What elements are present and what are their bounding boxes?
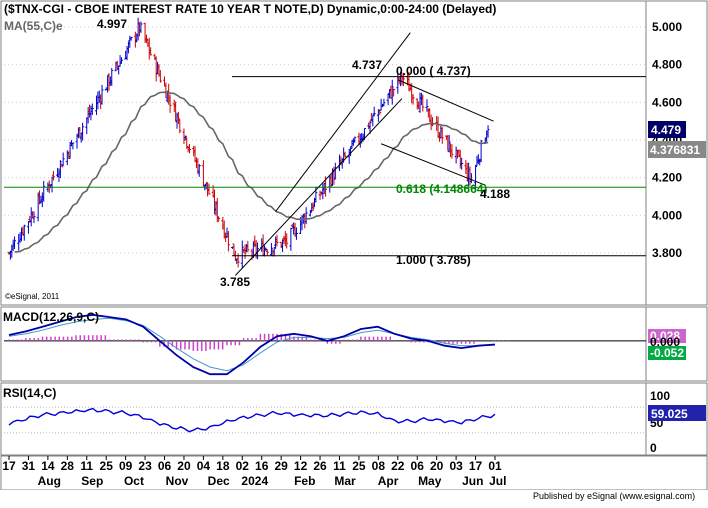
price-tick-label: 4.200 [652,171,682,185]
month-label: Aug [38,474,61,488]
month-label: Sep [81,474,103,488]
macd-signal-line [8,317,496,372]
rsi-value: 59.025 [651,407,688,421]
ma-value: 4.376831 [650,143,700,157]
month-label: Nov [166,474,189,488]
price-tick-label: 4.800 [652,58,682,72]
rsi-series [4,406,646,434]
month-label: Oct [124,474,144,488]
trend-drawings [4,32,646,276]
date-tick-label: 17 [2,459,16,473]
month-label: Apr [378,474,399,488]
ma-value-badge [648,141,706,158]
publisher-credit: Published by eSignal (www.esignal.com) [533,491,695,501]
date-tick-label: 04 [197,459,211,473]
price-tick-label: 4.600 [652,95,682,109]
macd-value-badge [648,329,686,343]
footer [0,490,708,503]
date-tick-label: 22 [391,459,405,473]
moving-average [14,91,489,253]
annotation-4737: 4.737 [352,58,382,72]
date-tick-label: 11 [80,459,93,473]
macd-zero-tick: 0.000 [650,335,680,349]
date-tick-label: 06 [158,459,172,473]
macd-series [4,313,646,376]
fib-000-label: 0.000 ( 4.737) [396,64,471,78]
copyright-label: ©eSignal, 2011 [5,292,60,301]
date-tick-label: 25 [352,459,366,473]
date-tick-label: 16 [255,459,269,473]
macd-line [8,313,496,376]
price-bars [7,17,490,269]
macd-panel [0,306,647,382]
date-tick-label: 06 [411,459,425,473]
month-label: Feb [294,474,315,488]
macd-value: 0.028 [650,329,680,343]
signal-value-badge [648,346,686,360]
rsi-line [8,407,496,433]
annotation-4188: 4.188 [480,187,510,201]
rsi-panel [0,382,647,456]
date-tick-label: 17 [469,459,483,473]
macd-axis [645,306,708,382]
month-label: Mar [334,474,356,488]
annotation-3785: 3.785 [220,275,250,289]
rsi-tick-0: 0 [650,441,657,455]
macd-label: MACD(12,26,9,C) [3,310,99,324]
date-tick-label: 09 [119,459,133,473]
falling-channel-line [380,143,486,186]
date-tick-label: 18 [216,459,230,473]
price-tick-label: 5.000 [652,20,682,34]
channel-line [275,32,411,212]
date-tick-label: 11 [333,459,346,473]
price-panel [0,0,647,306]
date-tick-label: 28 [61,459,75,473]
date-tick-label: 03 [449,459,463,473]
price-tick-label: 3.800 [652,246,682,260]
month-label: Jul [489,474,506,488]
annotation-4997: 4.997 [97,17,127,31]
fib-618-label: 0.618 (4.148664) [396,182,487,196]
channel-line [234,98,403,276]
rsi-value-badge [648,405,706,421]
fib-1000-label: 1.000 ( 3.785) [396,253,471,267]
chart-title: ($TNX-CGI - CBOE INTEREST RATE 10 YEAR T… [4,2,496,16]
ma-label: MA(55,C)e [4,19,63,33]
date-tick-label: 01 [488,459,502,473]
last-price-badge [648,121,686,138]
rsi-label: RSI(14,C) [3,386,56,400]
date-tick-label: 14 [41,459,55,473]
date-tick-label: 23 [138,459,152,473]
price-tick-label: 4.000 [652,208,682,222]
date-tick-label: 31 [22,459,36,473]
date-tick-label: 26 [313,459,327,473]
ma-line [14,91,489,253]
rsi-tick-100: 100 [650,389,670,403]
last-price-value: 4.479 [651,123,681,137]
signal-value: -0.052 [650,346,684,360]
date-tick-label: 25 [100,459,114,473]
month-label: Jun [462,474,483,488]
falling-channel-line [397,79,494,122]
date-tick-label: 20 [177,459,191,473]
date-tick-label: 02 [236,459,250,473]
month-label: 2024 [241,474,268,488]
date-tick-label: 29 [274,459,288,473]
date-tick-label: 20 [430,459,444,473]
month-label: Dec [208,474,230,488]
month-label: May [418,474,442,488]
date-tick-label: 12 [294,459,308,473]
date-tick-label: 08 [372,459,386,473]
